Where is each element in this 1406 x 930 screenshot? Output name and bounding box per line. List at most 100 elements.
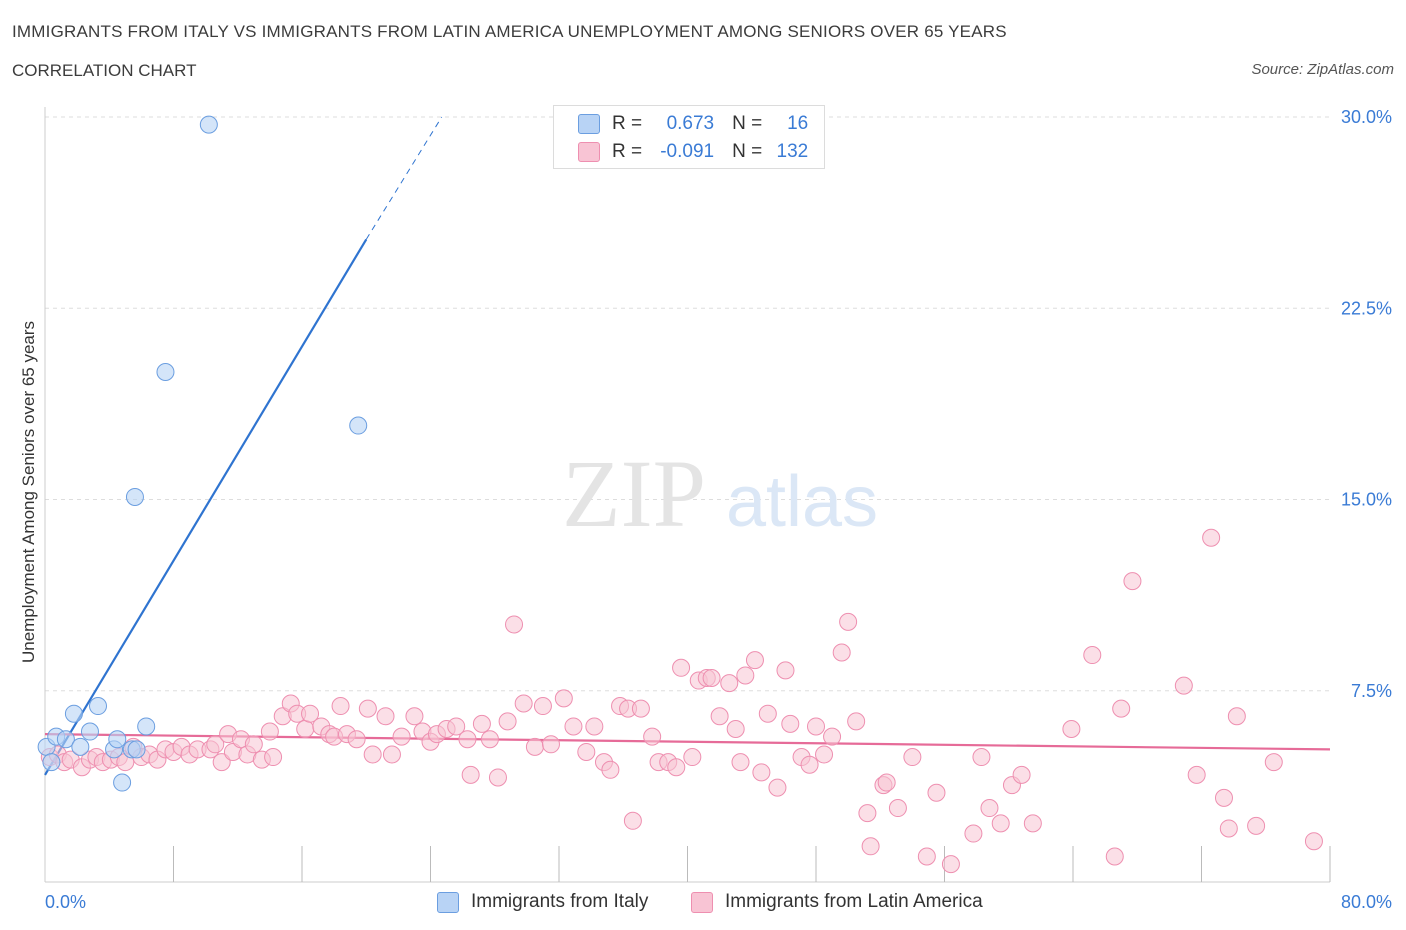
latam-point [903, 748, 922, 767]
italy-point [199, 115, 218, 134]
legend-row-italy: R = 0.673 N = 16 [578, 111, 808, 137]
latam-point [458, 730, 477, 749]
latam-point [980, 799, 999, 818]
latam-point [525, 737, 544, 756]
latam-point [301, 704, 320, 723]
latam-point [447, 717, 466, 736]
legend-row-latam: R = -0.091 N = 132 [578, 139, 808, 165]
legend-italy-label: Immigrants from Italy [471, 891, 649, 912]
latam-point [1123, 572, 1142, 591]
latam-point [683, 748, 702, 767]
latam-point [941, 855, 960, 874]
italy-n-value: 16 [787, 113, 809, 134]
latam-point [1062, 720, 1081, 738]
italy-point [64, 704, 83, 723]
latam-point [832, 643, 851, 662]
latam-point [745, 651, 764, 670]
latam-point [964, 824, 983, 843]
latam-n-label: N = [732, 141, 763, 162]
gridlines [45, 116, 1330, 692]
italy-point [137, 717, 156, 736]
latam-point [472, 714, 491, 733]
latam-point [800, 755, 819, 774]
latam-point [260, 722, 279, 741]
latam-point [991, 814, 1010, 833]
latam-point [877, 773, 896, 792]
italy-point [89, 697, 108, 716]
italy-point [108, 730, 127, 749]
latam-point [376, 707, 395, 726]
trend-lines [44, 116, 1331, 776]
latam-point [752, 763, 771, 782]
watermark-atlas: atlas [726, 462, 878, 542]
source-credit: Source: ZipAtlas.com [1251, 61, 1394, 78]
italy-point [113, 773, 132, 792]
latam-point [847, 712, 866, 731]
latam-point [1304, 832, 1323, 851]
latam-point [917, 847, 936, 866]
latam-point [815, 745, 834, 764]
latam-trend-line [44, 733, 1331, 751]
watermark-zip: ZIP [562, 440, 706, 547]
italy-point [71, 737, 90, 756]
latam-point [667, 758, 686, 777]
latam-point [858, 804, 877, 823]
latam-r-value: -0.091 [660, 141, 715, 162]
latam-point [1105, 847, 1124, 866]
latam-point [807, 717, 825, 736]
latam-point [1219, 819, 1238, 838]
latam-point [1202, 528, 1221, 547]
latam-point [710, 707, 729, 726]
latam-point [972, 748, 991, 767]
latam-point [405, 707, 424, 726]
legend-latam-swatch [691, 891, 713, 913]
italy-swatch [578, 114, 600, 134]
latam-point [861, 837, 880, 856]
latam-point [781, 714, 800, 733]
latam-point [726, 720, 745, 738]
latam-point [577, 742, 596, 761]
y-tick-labels: 7.5% 15.0% 22.5% 30.0% [1341, 107, 1392, 701]
legend-item-latam: Immigrants from Latin America [691, 889, 983, 915]
italy-r-value: 0.673 [666, 113, 715, 134]
italy-point [80, 722, 99, 741]
data-points [37, 115, 1323, 874]
latam-point [623, 811, 642, 830]
latam-point [541, 735, 560, 754]
latam-point [554, 689, 573, 708]
italy-r-label: R = [612, 113, 643, 134]
chart-subtitle: CORRELATION CHART [12, 61, 197, 80]
latam-point [1023, 814, 1042, 833]
legend-item-italy: Immigrants from Italy [437, 889, 648, 915]
latam-point [564, 717, 583, 736]
chart-title: IMMIGRANTS FROM ITALY VS IMMIGRANTS FROM… [12, 22, 1007, 41]
legend-italy-swatch [437, 891, 459, 913]
latam-point [1012, 765, 1031, 784]
italy-point [156, 363, 175, 381]
latam-point [1083, 646, 1102, 665]
latam-point [1214, 788, 1233, 807]
latam-point [758, 704, 777, 723]
latam-point [264, 748, 283, 767]
latam-point [363, 745, 382, 764]
watermark: ZIP atlas [562, 440, 878, 547]
latam-point [498, 712, 517, 731]
latam-n-value: 132 [776, 141, 809, 162]
latam-point [244, 735, 263, 754]
latam-point [839, 612, 858, 631]
latam-point [331, 697, 350, 716]
latam-point [505, 615, 524, 634]
x-tick-labels: 0.0% 80.0% [45, 892, 1392, 912]
latam-point [212, 753, 231, 772]
latam-point [672, 658, 691, 677]
latam-point [461, 765, 480, 784]
italy-point [56, 730, 75, 749]
italy-trend-extension [365, 116, 443, 240]
latam-point [514, 694, 533, 713]
latam-point [768, 778, 787, 797]
italy-n-label: N = [732, 113, 763, 134]
latam-point [392, 727, 411, 746]
latam-point [888, 799, 907, 818]
italy-point [125, 487, 144, 506]
